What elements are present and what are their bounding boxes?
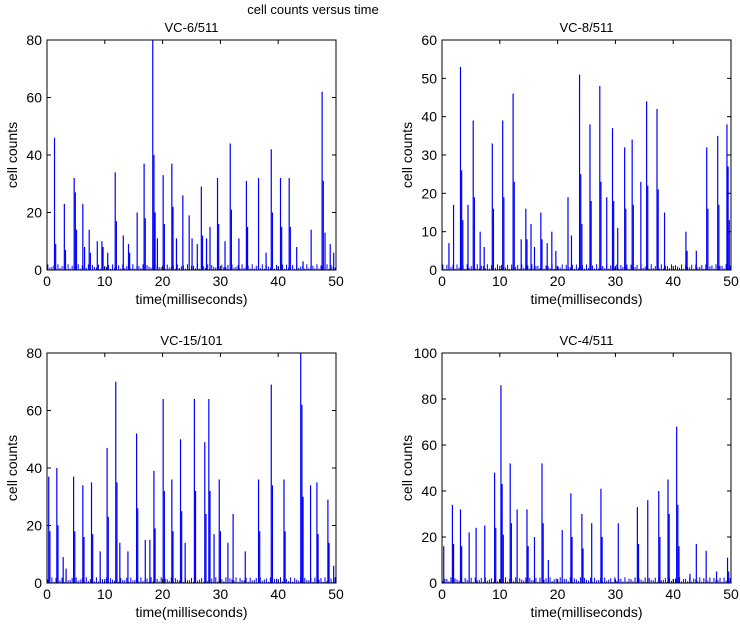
- y-tick-label: 20: [26, 518, 42, 534]
- x-tick-label: 0: [43, 273, 51, 289]
- y-tick-label: 0: [429, 575, 437, 591]
- x-tick-label: 10: [492, 273, 508, 289]
- y-tick-label: 20: [421, 529, 437, 545]
- axes-frame: [441, 352, 732, 584]
- y-tick-label: 80: [421, 391, 437, 407]
- x-tick-label: 20: [550, 273, 566, 289]
- y-axis-label: cell counts: [4, 435, 20, 501]
- x-tick-label: 30: [608, 586, 624, 602]
- x-axis-label: time(milliseconds): [530, 291, 642, 307]
- y-axis-label: cell counts: [4, 122, 20, 188]
- x-tick-label: 40: [665, 586, 681, 602]
- figure-suptitle: cell counts versus time: [247, 2, 379, 17]
- x-axis-label: time(milliseconds): [135, 291, 247, 307]
- x-axis-label: time(milliseconds): [135, 604, 247, 620]
- x-axis-label: time(milliseconds): [530, 604, 642, 620]
- y-tick-label: 80: [26, 345, 42, 361]
- y-tick-label: 60: [26, 90, 42, 106]
- y-tick-label: 0: [34, 262, 42, 278]
- x-tick-label: 50: [328, 586, 344, 602]
- x-tick-label: 20: [550, 586, 566, 602]
- subplot-title: VC-15/101: [160, 333, 222, 348]
- y-tick-label: 100: [414, 345, 438, 361]
- x-tick-label: 20: [155, 586, 171, 602]
- subplot-title: VC-6/511: [165, 20, 219, 35]
- subplot-vc-15-101: VC-15/101 0 10 20 30 40 50 0 20 40 60 80 time(millis…: [4, 333, 344, 620]
- y-tick-label: 20: [421, 185, 437, 201]
- subplot-title: VC-4/511: [560, 333, 614, 348]
- x-tick-label: 10: [492, 586, 508, 602]
- y-tick-label: 60: [421, 32, 437, 48]
- y-tick-label: 40: [26, 460, 42, 476]
- x-tick-label: 30: [608, 273, 624, 289]
- x-tick-label: 10: [97, 586, 113, 602]
- y-tick-label: 40: [421, 109, 437, 125]
- y-tick-label: 40: [26, 147, 42, 163]
- y-tick-label: 10: [421, 224, 437, 240]
- y-tick-label: 30: [421, 147, 437, 163]
- y-tick-label: 80: [26, 32, 42, 48]
- x-tick-label: 40: [665, 273, 681, 289]
- subplot-vc-4-511: VC-4/511 0 10 20 30 40 50 0 20 40 60 80 100 time(mill…: [399, 333, 739, 620]
- x-tick-label: 0: [438, 586, 446, 602]
- y-axis-label: cell counts: [399, 122, 415, 188]
- subplot-vc-6-511: VC-6/511 0 10 20 30 40 50 0 20 40 60 80 time(millise…: [4, 20, 344, 307]
- x-tick-label: 0: [438, 273, 446, 289]
- x-tick-label: 30: [213, 273, 229, 289]
- y-tick-label: 60: [26, 403, 42, 419]
- y-tick-label: 20: [26, 205, 42, 221]
- subplot-title: VC-8/511: [560, 20, 614, 35]
- x-tick-label: 50: [328, 273, 344, 289]
- x-tick-label: 50: [723, 586, 739, 602]
- x-tick-label: 40: [270, 586, 286, 602]
- subplot-vc-8-511: VC-8/511 0 10 20 30 40 50 0 10 20 30 40 50 60 time(mil…: [399, 20, 739, 307]
- axes-frame: [441, 39, 732, 271]
- x-tick-label: 50: [723, 273, 739, 289]
- axes-frame: [46, 352, 337, 584]
- y-axis-label: cell counts: [399, 435, 415, 501]
- x-tick-label: 10: [97, 273, 113, 289]
- y-tick-label: 0: [34, 575, 42, 591]
- x-tick-label: 0: [43, 586, 51, 602]
- x-tick-label: 20: [155, 273, 171, 289]
- y-tick-label: 40: [421, 483, 437, 499]
- x-tick-label: 40: [270, 273, 286, 289]
- y-tick-label: 50: [421, 70, 437, 86]
- y-tick-label: 60: [421, 437, 437, 453]
- x-tick-label: 30: [213, 586, 229, 602]
- y-tick-label: 0: [429, 262, 437, 278]
- axes-frame: [46, 39, 337, 271]
